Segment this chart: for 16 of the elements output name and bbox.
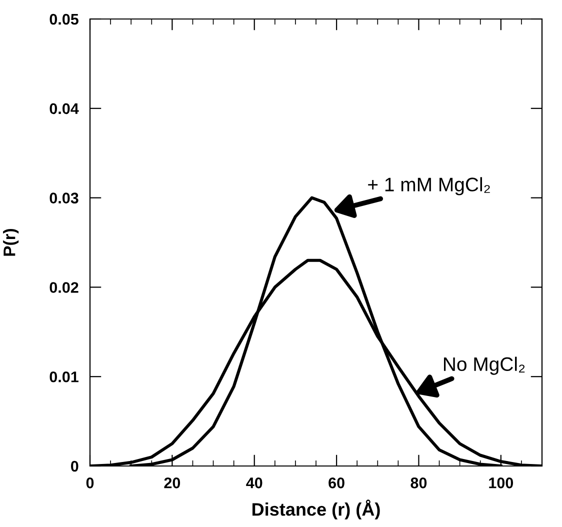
x-tick-label: 60 [328,478,344,488]
x-tick-label: 40 [246,478,262,488]
x-tick-label: 0 [86,478,94,488]
y-axis-title: P(r) [3,228,19,256]
y-tick-label: 0.01 [50,371,78,382]
y-tick-label: 0.03 [50,192,78,204]
x-axis-title: Distance (r) (Å) [252,500,380,520]
y-tick-label: 0.02 [50,282,78,293]
x-tick-label: 100 [489,478,514,488]
x-tick-label: 80 [410,478,427,488]
annotation: + 1 mM MgCl₂ [368,177,490,196]
y-tick-label: 0.05 [50,14,78,25]
y-tick-label: 0.04 [50,103,79,114]
annotation: No MgCl₂ [444,356,525,375]
x-tick-label: 20 [164,478,180,488]
y-tick-label: 0 [70,460,78,472]
